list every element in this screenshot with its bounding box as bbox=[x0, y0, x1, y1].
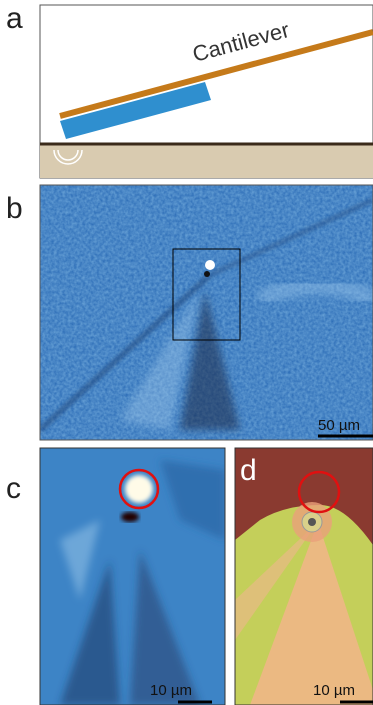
panel-a: Cantilever a bbox=[6, 2, 373, 178]
panel-label: a bbox=[6, 2, 23, 35]
panel-c: 10 µm c bbox=[6, 448, 225, 705]
panel-d: 10 µm d bbox=[235, 448, 373, 705]
scale-bar-label: 10 µm bbox=[150, 682, 192, 699]
scale-bar-label: 50 µm bbox=[318, 417, 360, 434]
panel-b: 50 µm b bbox=[6, 185, 373, 440]
sample-surface bbox=[40, 145, 373, 178]
panel-label: c bbox=[6, 472, 21, 505]
panel-label: b bbox=[6, 192, 23, 225]
panel-label: d bbox=[240, 454, 257, 487]
scale-bar-label: 10 µm bbox=[313, 682, 355, 699]
figure: Cantilever a 50 µm b bbox=[0, 0, 373, 705]
